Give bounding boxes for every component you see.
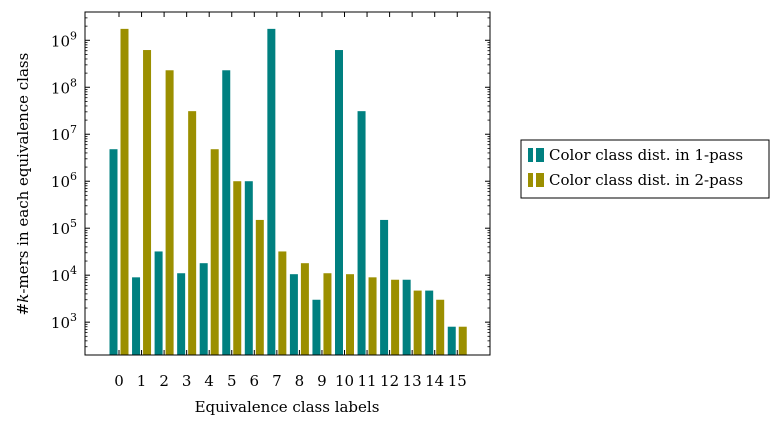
bar-series-1-7: [267, 28, 276, 356]
bar-series-2-2: [165, 70, 174, 356]
y-tick-label-3: 103: [51, 311, 77, 332]
bar-series-2-4: [210, 149, 219, 355]
y-tick-label-6: 106: [51, 170, 77, 191]
y-axis-title-k: k: [14, 294, 32, 303]
legend-swatch-series-2-a: [528, 173, 533, 187]
bar-series-1-5: [222, 70, 231, 356]
bar-series-2-14: [436, 299, 445, 355]
bar-series-1-13: [402, 279, 411, 355]
bar-series-2-0: [120, 28, 129, 356]
x-tick-label-15: 15: [448, 372, 467, 390]
bar-series-1-2: [154, 251, 163, 355]
bar-series-2-15: [458, 326, 467, 355]
legend-swatch-series-1-a: [528, 148, 533, 162]
x-tick-label-9: 9: [317, 372, 327, 390]
bar-series-1-15: [447, 326, 456, 355]
bar-series-1-9: [312, 299, 321, 355]
y-tick-label-7: 107: [51, 123, 77, 144]
bar-series-1-3: [177, 273, 186, 355]
x-tick-label-13: 13: [403, 372, 422, 390]
x-tick-label-7: 7: [272, 372, 282, 390]
y-tick-label-4: 104: [51, 264, 77, 285]
bar-series-1-14: [425, 290, 434, 355]
bar-series-1-8: [289, 274, 298, 355]
bar-series-2-6: [255, 219, 264, 355]
bar-series-2-5: [233, 181, 242, 355]
x-tick-label-6: 6: [250, 372, 260, 390]
bar-series-1-4: [199, 263, 208, 355]
x-tick-label-0: 0: [114, 372, 124, 390]
bar-series-1-12: [380, 219, 389, 355]
legend-box: [520, 139, 770, 199]
x-tick-label-11: 11: [358, 372, 377, 390]
x-tick-label-3: 3: [182, 372, 192, 390]
y-axis-title: #k-mers in each equivalence class: [14, 53, 32, 316]
x-tick-label-12: 12: [380, 372, 399, 390]
legend-label-series-1: Color class dist. in 1-pass: [549, 146, 743, 164]
bar-series-2-13: [413, 290, 422, 355]
x-tick-label-2: 2: [159, 372, 169, 390]
x-tick-label-14: 14: [425, 372, 444, 390]
y-axis-title-suffix: -mers in each equivalence class: [14, 53, 32, 294]
x-tick-label-1: 1: [137, 372, 147, 390]
bar-series-2-10: [346, 274, 354, 355]
bar-series-2-12: [391, 279, 400, 355]
x-axis-title: Equivalence class labels: [195, 398, 380, 416]
legend: Color class dist. in 1-pass Color class d…: [520, 139, 770, 199]
bar-series-2-8: [300, 263, 309, 355]
bar-series-2-9: [323, 273, 332, 355]
legend-label-series-2: Color class dist. in 2-pass: [549, 171, 743, 189]
bar-series-1-11: [357, 111, 366, 355]
bar-series-1-10: [335, 50, 343, 355]
legend-swatch-series-1-b: [536, 148, 544, 162]
x-tick-label-4: 4: [204, 372, 214, 390]
y-axis-title-prefix: #: [14, 303, 32, 316]
y-tick-label-8: 108: [51, 76, 77, 97]
bar-series-2-11: [368, 277, 377, 355]
x-tick-label-5: 5: [227, 372, 237, 390]
y-tick-label-5: 105: [51, 217, 77, 238]
bar-series-1-6: [244, 181, 253, 355]
y-tick-label-9: 109: [51, 29, 77, 50]
bar-series-2-1: [143, 50, 152, 355]
bar-series-1-0: [109, 149, 118, 355]
x-tick-label-10: 10: [335, 372, 354, 390]
x-tick-label-8: 8: [295, 372, 305, 390]
legend-swatch-series-2-b: [536, 173, 544, 187]
bar-series-2-7: [278, 251, 287, 355]
bar-series-2-3: [188, 111, 197, 355]
bar-series-1-1: [132, 277, 141, 355]
